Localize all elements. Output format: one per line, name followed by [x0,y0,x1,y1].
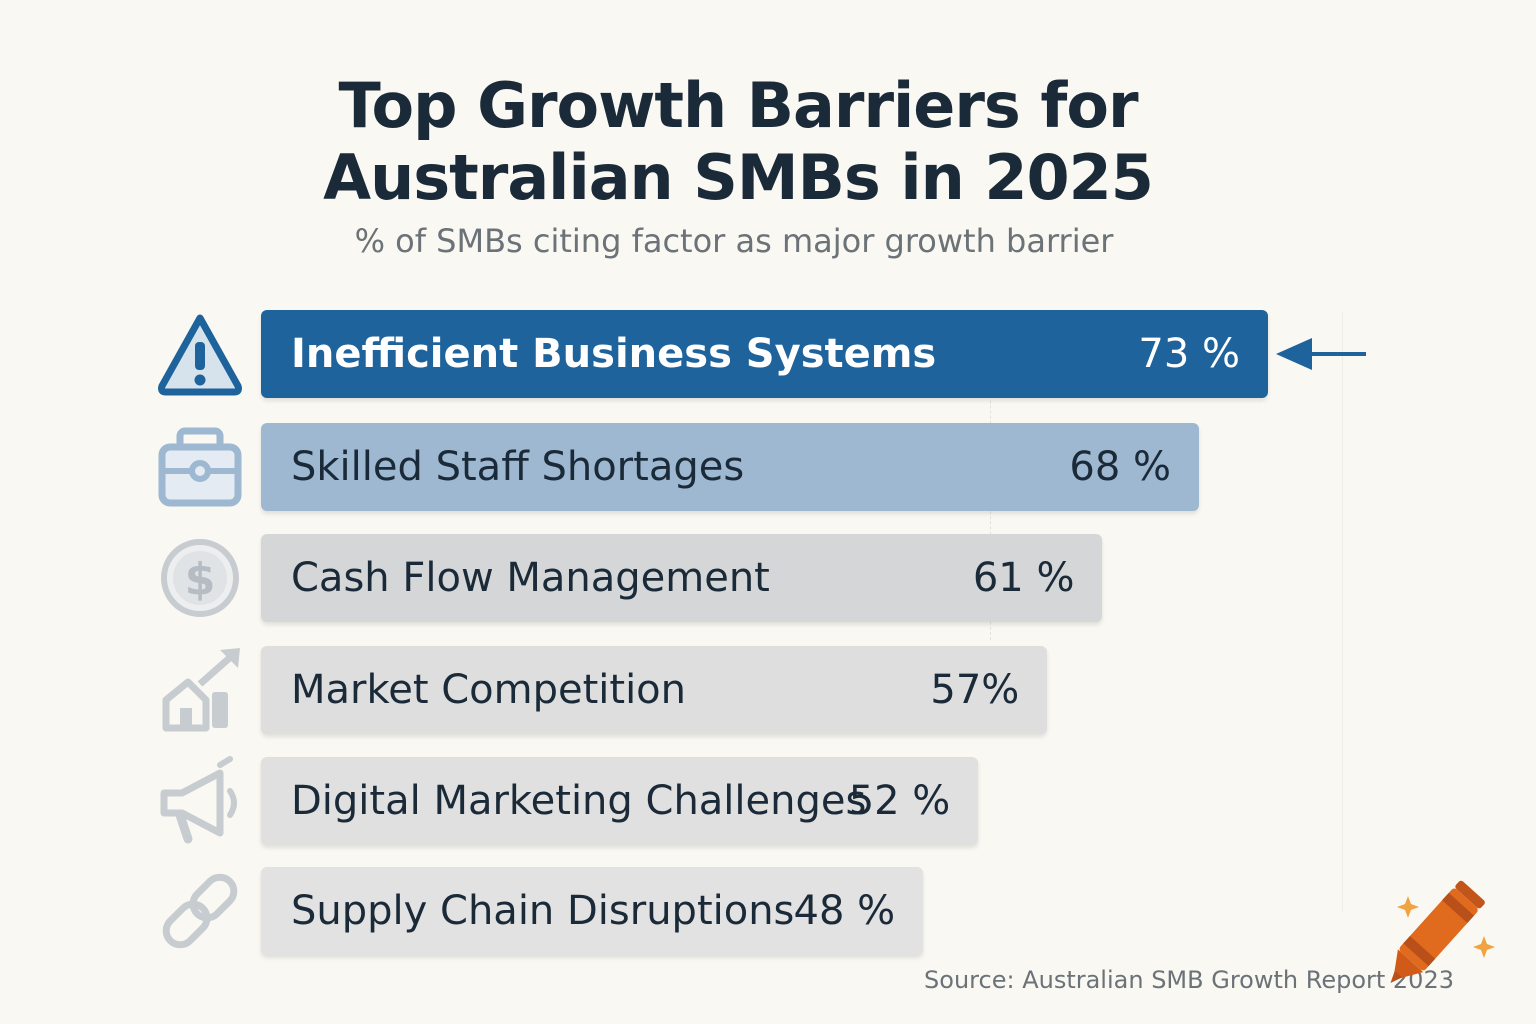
chain-link-icon [154,865,246,957]
dollar-icon: $ [154,532,246,624]
bar-label: Supply Chain Disruptions [291,888,795,934]
bar-label: Cash Flow Management [291,555,770,601]
bar: Cash Flow Management 61 % [261,534,1103,622]
bar-value-label: 68 % [1069,444,1172,490]
megaphone-icon [154,755,246,847]
bar: Digital Marketing Challenges 52 % [261,757,979,845]
source-note: Source: Australian SMB Growth Report 202… [924,966,1454,994]
bar-value-label: 52 % [848,778,951,824]
guide-line-right [1342,312,1343,912]
bar-value-label: 48 % [793,888,896,934]
bar-label: Inefficient Business Systems [291,331,937,377]
chart-title: Top Growth Barriers for Australian SMBs … [323,69,1154,214]
crayon-icon [1390,880,1495,983]
bar: Supply Chain Disruptions 48 % [261,867,924,955]
bar-label: Market Competition [291,667,686,713]
briefcase-icon [154,421,246,513]
bar-label: Skilled Staff Shortages [291,444,745,490]
bar-value-label: 57% [930,667,1020,713]
warning-icon [154,308,246,400]
bar-value-label: 61 % [972,555,1075,601]
bar: Skilled Staff Shortages 68 % [261,423,1200,511]
growth-building-icon [154,644,246,736]
svg-text:$: $ [185,554,216,605]
bar-value-label: 73 % [1138,331,1240,377]
bar: Inefficient Business Systems 73 % [261,310,1268,398]
bar-label: Digital Marketing Challenges [291,778,867,824]
bar: Market Competition 57% [261,646,1048,734]
highlight-arrow-icon [1276,338,1366,370]
chart-subtitle: % of SMBs citing factor as major growth … [354,222,1114,260]
